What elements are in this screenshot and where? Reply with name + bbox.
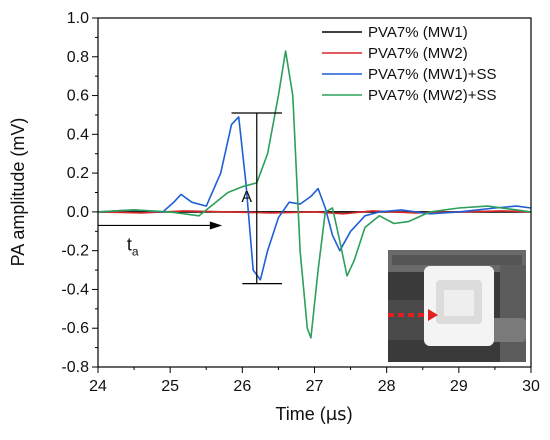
amplitude-label: A (241, 189, 252, 206)
x-tick-label: 27 (306, 378, 324, 395)
y-tick-label: -0.8 (61, 359, 89, 376)
y-axis-title: PA amplitude (mV) (8, 118, 28, 267)
x-tick-label: 25 (161, 378, 179, 395)
y-tick-label: -0.6 (61, 320, 89, 337)
y-tick-label: 0.8 (67, 49, 89, 66)
x-tick-label: 30 (522, 378, 540, 395)
legend-label-1: PVA7% (MW1) (368, 24, 468, 41)
plot-frame (97, 17, 532, 368)
x-tick-label: 24 (89, 378, 107, 395)
x-axis-title: Time (μs) (275, 404, 352, 425)
tick-marks: 24 25 26 27 28 29 30 -0.8 -0.6 -0.4 -0.2 0.0 0.2 0.4 0… (61, 10, 540, 395)
y-tick-label: -0.2 (61, 243, 89, 260)
annotations: Ata (98, 112, 283, 285)
y-tick-label: 0.0 (67, 204, 89, 221)
series-line-3 (98, 116, 531, 281)
legend: PVA7% (MW1) PVA7% (MW2) PVA7% (MW1)+SS PVA7… (322, 24, 497, 104)
series-lines (98, 50, 531, 339)
y-tick-label: 0.4 (67, 126, 89, 143)
legend-label-4: PVA7% (MW2)+SS (368, 87, 497, 104)
x-tick-label: 29 (450, 378, 468, 395)
legend-label-2: PVA7% (MW2) (368, 45, 468, 62)
legend-label-3: PVA7% (MW1)+SS (368, 66, 497, 83)
inset-photo (388, 250, 526, 362)
x-tick-label: 26 (233, 378, 251, 395)
y-tick-label: -0.4 (61, 281, 89, 298)
delay-arrow-head (209, 221, 223, 230)
series-line-4 (98, 50, 531, 339)
x-tick-label: 28 (378, 378, 396, 395)
delay-label: ta (127, 235, 139, 259)
y-tick-label: 0.2 (67, 165, 89, 182)
y-tick-label: 0.6 (67, 88, 89, 105)
y-tick-label: 1.0 (67, 10, 89, 27)
